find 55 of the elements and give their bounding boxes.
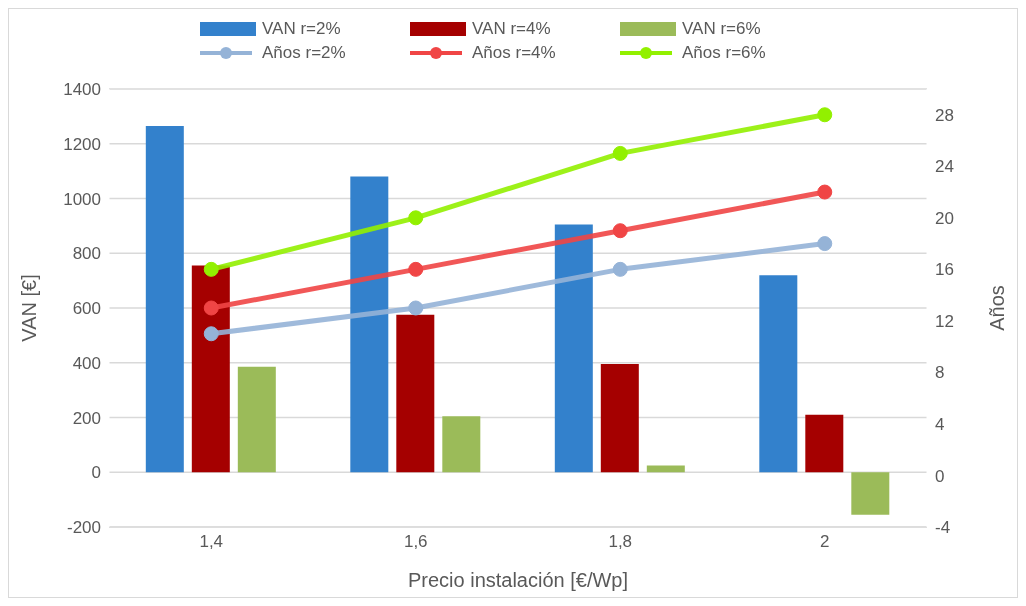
y2-tick-label: 8 <box>935 363 945 383</box>
point <box>612 261 628 277</box>
y2-tick-label: 16 <box>935 260 954 280</box>
bar <box>646 465 685 473</box>
point <box>203 300 219 316</box>
bar <box>396 314 435 473</box>
y-tick-label: -200 <box>66 518 101 538</box>
bar <box>145 125 184 473</box>
legend-label: Años r=2% <box>262 43 346 63</box>
bar <box>237 366 276 473</box>
legend-label: VAN r=4% <box>472 19 551 39</box>
y2-axis-title: Años <box>986 285 1009 331</box>
point <box>408 300 424 316</box>
bar <box>350 176 389 473</box>
y2-tick-label: 12 <box>935 311 954 331</box>
x-tick-label: 1,8 <box>608 532 633 552</box>
legend-label: Años r=6% <box>682 43 766 63</box>
point <box>203 261 219 277</box>
y2-tick-label: 4 <box>935 414 945 434</box>
y-tick-label: 400 <box>72 353 101 373</box>
point <box>408 210 424 226</box>
y2-tick-label: 0 <box>935 466 945 486</box>
x-tick-label: 2 <box>820 532 830 552</box>
point <box>408 261 424 277</box>
y2-tick-label: 24 <box>935 157 954 177</box>
bar <box>600 364 639 473</box>
y2-tick-label: -4 <box>935 518 951 538</box>
point <box>612 223 628 239</box>
point <box>817 184 833 200</box>
bar <box>759 275 798 473</box>
point <box>817 236 833 252</box>
bar <box>442 416 481 473</box>
x-tick-label: 1,6 <box>403 532 428 552</box>
bar <box>554 224 593 473</box>
y-tick-label: 200 <box>72 408 101 428</box>
y-tick-label: 600 <box>72 299 101 319</box>
y-tick-label: 0 <box>91 463 101 483</box>
y-axis-title: VAN [€] <box>18 274 41 342</box>
y-tick-label: 1400 <box>63 80 101 100</box>
bar <box>191 265 230 473</box>
y-tick-label: 800 <box>72 244 101 264</box>
legend-label: VAN r=6% <box>682 19 761 39</box>
y-tick-label: 1000 <box>63 189 101 209</box>
x-axis-title: Precio instalación [€/Wp] <box>407 569 629 591</box>
point <box>612 145 628 161</box>
legend-label: VAN r=2% <box>262 19 341 39</box>
legend-label: Años r=4% <box>472 43 556 63</box>
bar <box>851 472 890 515</box>
point <box>203 326 219 342</box>
point <box>817 107 833 123</box>
x-tick-label: 1,4 <box>199 532 224 552</box>
y2-tick-label: 28 <box>935 105 954 125</box>
y-tick-label: 1200 <box>63 134 101 154</box>
y2-tick-label: 20 <box>935 208 954 228</box>
bar <box>805 414 844 473</box>
